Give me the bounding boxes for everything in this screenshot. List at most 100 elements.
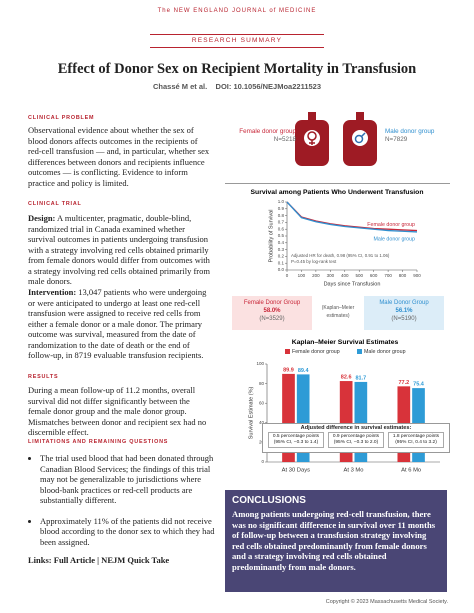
group-n: N=5218 <box>273 136 296 143</box>
y-tick-label: 40 <box>259 420 265 425</box>
y-tick-label: 1.0 <box>278 199 285 204</box>
group-label: Male donor group N=7829 <box>385 128 449 144</box>
survival-curve <box>286 201 418 232</box>
x-tick-label: 0 <box>286 273 289 278</box>
y-tick-label: 0.8 <box>278 213 285 218</box>
chart-title: Kaplan–Meier Survival Estimates <box>292 339 399 346</box>
x-tick-label: 700 <box>384 273 392 278</box>
legend-label: Female donor group <box>292 349 340 355</box>
female-bag <box>295 112 329 166</box>
km-estimates: Female Donor Group 58.0% (N=3529) (Kaplan–… <box>232 296 444 330</box>
bullet: The trial used blood that had been donat… <box>40 453 224 506</box>
male-bag <box>343 112 377 166</box>
paragraph: Design: A multicenter, pragmatic, double… <box>28 213 212 287</box>
paragraph: During a mean follow-up of 11.2 months, … <box>28 385 207 437</box>
value-label: 81.7 <box>355 375 366 381</box>
y-tick-label: 0.9 <box>278 206 285 211</box>
annotation: Adjusted HR for death, 0.98 (95% CI, 0.9… <box>291 253 390 258</box>
y-tick-label: 0.4 <box>278 240 285 245</box>
series-label: Male donor group <box>373 236 415 242</box>
survival-chart: Survival among Patients Who Underwent Tr… <box>225 183 450 287</box>
text: 13,047 patients who were undergoing or w… <box>28 287 207 360</box>
y-axis-label: Survival Estimate (%) <box>248 387 254 440</box>
y-tick-label: 100 <box>256 361 264 366</box>
links[interactable]: Links: Full Article | NEJM Quick Take <box>28 555 170 565</box>
x-tick-label: 200 <box>312 273 320 278</box>
difference-cells: 0.5 percentage points (95% CI, −0.3 to 1… <box>263 432 449 450</box>
x-axis-label: Days since Transfusion <box>324 281 381 287</box>
series-label: Female donor group <box>367 222 415 228</box>
label: Intervention: <box>28 287 77 297</box>
bullet: Approximately 11% of the patients did no… <box>40 516 224 548</box>
x-tick-label: 500 <box>355 273 363 278</box>
group-name: Male Donor Group <box>379 300 429 306</box>
label: Design: <box>28 213 56 223</box>
value-label: 82.6 <box>341 375 352 381</box>
y-tick-label: 0.6 <box>278 226 285 231</box>
section-box: RESEARCH SUMMARY <box>150 34 324 48</box>
y-tick-label: 0.7 <box>278 220 285 225</box>
difference-cell: 1.8 percentage points (95% CI, 0.4 to 3.… <box>388 432 444 448</box>
legend-swatch <box>285 349 290 354</box>
x-tick-label: At 30 Days <box>282 468 310 474</box>
section-heading: CLINICAL PROBLEM <box>28 115 95 121</box>
legend-label: Male donor group <box>364 349 406 355</box>
copyright: Copyright © 2023 Massachusetts Medical S… <box>325 599 448 605</box>
value-label: 75.4 <box>413 382 425 388</box>
group-name: Male donor group <box>385 128 435 135</box>
byline: Chassé M et al. DOI: 10.1056/NEJMoa22115… <box>0 82 474 91</box>
conclusions-text: Among patients undergoing red-cell trans… <box>232 509 436 572</box>
difference-cell: 0.9 percentage points (95% CI, −0.3 to 2… <box>328 432 384 448</box>
chart-title: Survival among Patients Who Underwent Tr… <box>251 189 424 196</box>
value-label: 89.9 <box>283 367 294 373</box>
value-label: 77.2 <box>398 380 409 386</box>
x-tick-label: 300 <box>327 273 335 278</box>
y-tick-label: 60 <box>259 400 265 405</box>
estimate: 56.1% <box>395 308 413 314</box>
section-heading: LIMITATIONS AND REMAINING QUESTIONS <box>28 439 169 445</box>
text: A multicenter, pragmatic, double-blind, … <box>28 213 210 286</box>
section-heading: CLINICAL TRIAL <box>28 201 82 207</box>
conclusions-heading: CONCLUSIONS <box>232 495 306 506</box>
annotation: P=0.45 by log-rank test <box>291 259 337 264</box>
x-tick-label: 600 <box>370 273 378 278</box>
conclusions-box: CONCLUSIONS Among patients undergoing re… <box>225 490 447 592</box>
y-tick-label: 20 <box>259 440 265 445</box>
km-male: Male Donor Group 56.1% (N=5190) <box>364 296 444 330</box>
donor-graphic <box>295 112 377 166</box>
value-label: 89.4 <box>298 368 310 374</box>
difference-title: Adjusted difference in survival estimate… <box>300 425 412 431</box>
x-tick-label: At 6 Mo <box>401 468 421 474</box>
doi: DOI: 10.1056/NEJMoa2211523 <box>215 82 322 91</box>
x-tick-label: 900 <box>413 273 421 278</box>
paragraph: Intervention: 13,047 patients who were u… <box>28 287 212 361</box>
group-name: Female donor group <box>239 128 296 135</box>
difference-box: Adjusted difference in survival estimate… <box>262 423 450 453</box>
legend-swatch <box>357 349 362 354</box>
estimate: 58.0% <box>263 308 281 314</box>
km-label: (Kaplan–Meier estimates) <box>321 305 355 319</box>
title: Effect of Donor Sex on Recipient Mortali… <box>57 61 417 77</box>
km-female: Female Donor Group 58.0% (N=3529) <box>232 296 312 330</box>
group-label: Female donor group N=5218 <box>232 128 296 144</box>
x-tick-label: 800 <box>399 273 407 278</box>
x-tick-label: 100 <box>298 273 306 278</box>
x-tick-label: At 3 Mo <box>344 468 364 474</box>
difference-cell: 0.5 percentage points (95% CI, −0.3 to 1… <box>268 432 324 448</box>
y-tick-label: 0.3 <box>278 247 285 252</box>
y-tick-label: 0.0 <box>278 267 285 272</box>
paragraph: Observational evidence about whether the… <box>28 125 210 188</box>
y-axis-label: Probability of Survival <box>268 210 274 263</box>
survival-curve <box>286 201 418 233</box>
section-heading: RESULTS <box>28 374 59 380</box>
group-n: N=7829 <box>385 136 408 143</box>
y-tick-label: 0.2 <box>278 254 285 259</box>
group-n: (N=5190) <box>391 316 417 322</box>
y-tick-label: 80 <box>259 381 265 386</box>
km-bar-chart: Kaplan–Meier Survival Estimates Female do… <box>248 339 440 474</box>
x-tick-label: 400 <box>341 273 349 278</box>
authors: Chassé M et al. <box>152 82 208 91</box>
journal-name: The NEW ENGLAND JOURNAL of MEDICINE <box>157 8 317 14</box>
y-tick-label: 0.1 <box>278 260 285 265</box>
